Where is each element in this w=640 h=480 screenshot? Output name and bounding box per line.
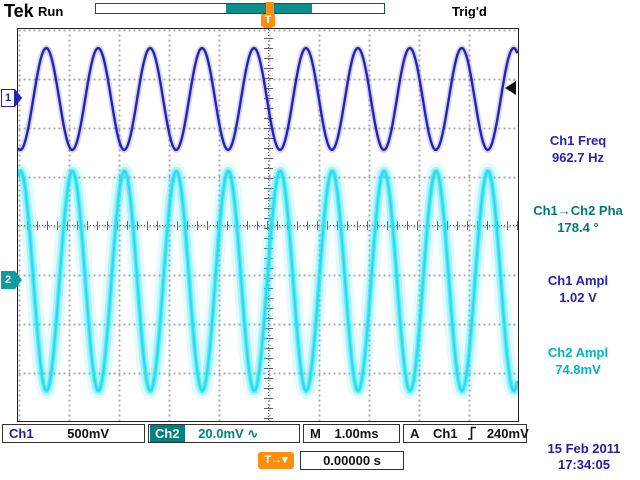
timebase-readout: M 1.00ms [303,424,400,443]
ch2-marker-label: 2 [1,271,15,289]
waveform-traces [18,45,518,399]
timebase-label: M [310,426,321,441]
date-display: 15 Feb 2011 [547,441,621,456]
trigger-status: Trig'd [452,4,487,19]
measurement-label: Ch2 Ampl [547,345,609,360]
trigger-position-value: 0.00000 s [300,451,404,470]
record-view-bar [95,2,385,15]
trigger-settings-readout: A Ch1 240mV [403,424,529,443]
measurement-ch1-ch2-phase: Ch1→Ch2 Pha 178.4 ° [518,202,638,236]
ch1-marker-arrow-icon [15,89,22,107]
graticule [17,28,519,422]
trigger-source: Ch1 [433,426,458,441]
trigger-level-arrow-icon [505,81,516,95]
time-display: 17:34:05 [557,457,611,472]
trigger-position-icon: T→▾ [258,452,294,469]
measurement-value: 1.02 V [559,290,597,305]
measurement-value: 178.4 ° [557,220,599,235]
ac-coupling-icon: ∿ [247,426,259,441]
ch1-ground-marker: 1 [1,89,22,107]
measurement-label: Ch1 Freq [549,133,607,148]
ch2-ground-marker: 2 [1,271,22,289]
trigger-position-marker [266,2,274,15]
ch2-scale-value: 20.0mV [198,426,244,441]
acquisition-status: Run [38,4,64,19]
trigger-mode-label: A [410,426,420,441]
ch2-label: Ch2 [150,425,185,442]
timebase-value: 1.00ms [334,426,379,441]
rising-edge-icon [468,426,477,440]
vertical-axis [268,29,269,421]
measurement-ch1-freq: Ch1 Freq 962.7 Hz [518,132,638,166]
ch1-marker-label: 1 [1,89,15,107]
trigger-flag-icon: T [261,14,275,27]
ch2-marker-arrow-icon [15,271,22,289]
measurement-ch2-ampl: Ch2 Ampl 74.8mV [518,344,638,378]
trigger-level-value: 240mV [486,426,529,441]
tek-logo: Tek [4,1,34,21]
ch2-scale-readout: Ch2 20.0mV ∿ [148,424,300,443]
measurement-label: Ch1→Ch2 Pha [533,203,623,218]
measurement-value: 74.8mV [555,362,601,377]
ch1-label: Ch1 [9,426,34,441]
measurement-value: 962.7 Hz [551,150,605,165]
measurement-label: Ch1 Ampl [547,273,609,288]
measurement-ch1-ampl: Ch1 Ampl 1.02 V [518,272,638,306]
ch1-scale-readout: Ch1 500mV [2,424,145,443]
ch1-scale-value: 500mV [67,426,110,441]
